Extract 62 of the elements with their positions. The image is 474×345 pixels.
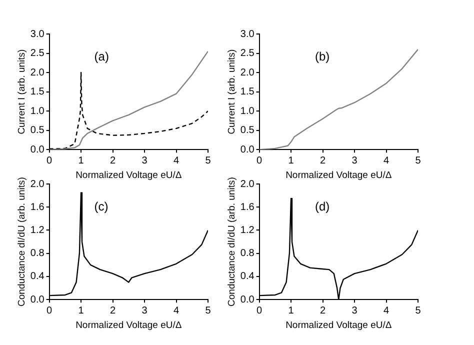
y-tick-label: 1.2 <box>240 224 255 236</box>
y-tick-label: 0.5 <box>30 125 45 136</box>
x-tick-label: 0 <box>256 155 263 166</box>
annotation: (a) <box>94 49 109 64</box>
x-tick-label: 5 <box>415 155 422 166</box>
x-tick-label: 1 <box>288 155 294 166</box>
x-tick-label: 5 <box>205 155 212 166</box>
x-tick-label: 3 <box>142 155 148 166</box>
y-axis-title: Current I (arb. units) <box>16 49 28 134</box>
y-tick-label: 1.0 <box>30 106 45 117</box>
x-tick-label: 0 <box>46 155 53 166</box>
x-tick-label: 4 <box>383 155 390 166</box>
x-tick-label: 4 <box>173 155 180 166</box>
y-tick-label: 1.5 <box>240 86 255 98</box>
x-tick-label: 3 <box>352 155 358 166</box>
y-tick-label: 2.0 <box>240 178 255 190</box>
x-tick-label: 1 <box>78 155 84 166</box>
annotation: (c) <box>94 199 108 214</box>
x-tick-label: 1 <box>288 305 294 316</box>
y-tick-label: 1.5 <box>30 86 45 98</box>
y-tick-label: 3.0 <box>240 28 255 40</box>
y-tick-label: 2.5 <box>240 48 255 60</box>
x-tick-label: 2 <box>320 155 326 166</box>
x-tick-label: 3 <box>352 305 358 316</box>
y-tick-label: 2.5 <box>30 48 45 60</box>
y-tick-label: 1.6 <box>240 202 255 213</box>
x-tick-label: 0 <box>256 305 263 316</box>
x-axis-title: Normalized Voltage eU/Δ <box>286 320 392 331</box>
y-tick-label: 1.0 <box>240 106 255 117</box>
x-tick-label: 4 <box>173 305 180 316</box>
y-tick-label: 1.2 <box>30 224 45 236</box>
y-tick-label: 2.0 <box>30 67 45 78</box>
y-tick-label: 0.5 <box>240 125 255 136</box>
x-tick-label: 0 <box>46 305 53 316</box>
x-tick-label: 2 <box>320 305 326 316</box>
y-tick-label: 0.0 <box>30 294 45 306</box>
y-tick-label: 0.4 <box>30 271 45 282</box>
x-tick-label: 4 <box>383 305 390 316</box>
y-tick-label: 1.6 <box>30 202 45 213</box>
y-tick-label: 0.8 <box>240 248 255 260</box>
x-tick-label: 5 <box>415 305 422 316</box>
y-tick-label: 0.8 <box>30 248 45 260</box>
y-axis-title: Conductance dI/dU (arb. units) <box>226 177 238 306</box>
x-axis-title: Normalized Voltage eU/Δ <box>76 170 182 181</box>
y-axis-title: Conductance dI/dU (arb. units) <box>16 177 28 306</box>
x-tick-label: 3 <box>142 305 148 316</box>
y-tick-label: 2.0 <box>240 67 255 78</box>
y-tick-label: 0.0 <box>240 294 255 306</box>
y-tick-label: 2.0 <box>30 178 45 190</box>
x-tick-label: 5 <box>205 305 212 316</box>
y-axis-title: Current I (arb. units) <box>226 49 238 134</box>
y-tick-label: 3.0 <box>30 28 45 40</box>
y-tick-label: 0.0 <box>30 144 45 156</box>
x-axis-title: Normalized Voltage eU/Δ <box>76 320 182 331</box>
y-tick-label: 0.0 <box>240 144 255 156</box>
x-axis-title: Normalized Voltage eU/Δ <box>286 170 392 181</box>
annotation: (b) <box>315 49 330 64</box>
x-tick-label: 1 <box>78 305 84 316</box>
annotation: (d) <box>315 199 330 214</box>
x-tick-label: 2 <box>110 305 116 316</box>
x-tick-label: 2 <box>110 155 116 166</box>
y-tick-label: 0.4 <box>240 271 255 282</box>
